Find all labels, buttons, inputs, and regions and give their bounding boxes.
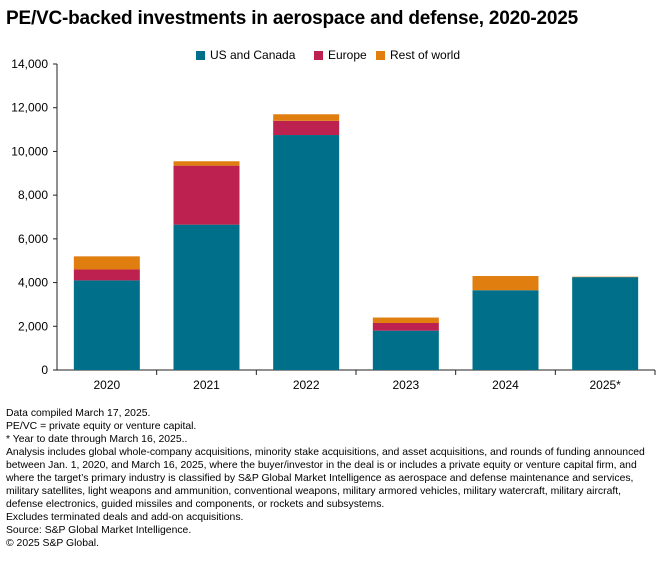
note-source: Source: S&P Global Market Intelligence. <box>6 525 192 536</box>
note-exclusions: Excludes terminated deals and add-on acq… <box>6 512 244 523</box>
y-tick-label: 8,000 <box>18 188 48 202</box>
y-tick-label: 14,000 <box>11 57 48 71</box>
chart-legend: US and Canada Europe Rest of world <box>0 48 660 64</box>
legend-label-europe: Europe <box>328 48 367 62</box>
y-tick-label: 12,000 <box>11 101 48 115</box>
bar-rest-of-world-2024 <box>472 276 539 291</box>
bar-us-canada-2020 <box>73 280 140 370</box>
bar-us-canada-2022 <box>273 135 340 370</box>
bar-europe-2020 <box>73 269 140 281</box>
legend-swatch-rest-of-world <box>376 50 385 60</box>
bar-europe-2021 <box>173 165 240 225</box>
bar-us-canada-2024 <box>472 290 539 370</box>
bar-rest-of-world-2023 <box>372 317 439 324</box>
note-copyright: © 2025 S&P Global. <box>6 538 99 549</box>
x-tick-label: 2023 <box>392 378 419 392</box>
x-tick-label: 2021 <box>193 378 220 392</box>
x-tick-label: 2022 <box>293 378 320 392</box>
bar-rest-of-world-2022 <box>273 114 340 121</box>
chart-notes: Data compiled March 17, 2025. PE/VC = pr… <box>6 407 654 550</box>
bar-us-canada-2021 <box>173 224 240 370</box>
note-date-compiled: Data compiled March 17, 2025. <box>6 408 151 419</box>
legend-label-us-canada: US and Canada <box>210 48 296 62</box>
x-tick-label: 2024 <box>492 378 519 392</box>
note-ytd: * Year to date through March 16, 2025.. <box>6 434 188 445</box>
y-tick-label: 4,000 <box>18 276 48 290</box>
y-tick-label: 10,000 <box>11 144 48 158</box>
note-analysis-scope: Analysis includes global whole-company a… <box>6 447 645 510</box>
legend-item-rest-of-world: Rest of world <box>376 48 460 62</box>
chart-title: PE/VC-backed investments in aerospace an… <box>6 8 578 29</box>
legend-swatch-europe <box>314 50 323 60</box>
bar-us-canada-2023 <box>372 330 439 370</box>
legend-item-europe: Europe <box>314 48 367 62</box>
y-tick-label: 6,000 <box>18 232 48 246</box>
bar-europe-2023 <box>372 323 439 331</box>
legend-item-us-canada: US and Canada <box>196 48 295 62</box>
note-pe-vc-definition: PE/VC = private equity or venture capita… <box>6 421 197 432</box>
x-tick-label: 2025* <box>589 378 621 392</box>
bar-europe-2022 <box>273 120 340 136</box>
legend-swatch-us-canada <box>196 50 205 60</box>
y-tick-label: 2,000 <box>18 319 48 333</box>
legend-label-rest-of-world: Rest of world <box>390 48 461 62</box>
x-tick-label: 2020 <box>93 378 120 392</box>
bar-us-canada-2025 <box>572 277 639 370</box>
bar-rest-of-world-2020 <box>73 256 140 270</box>
y-tick-label: 0 <box>41 363 48 377</box>
bar-rest-of-world-2021 <box>173 161 240 166</box>
stacked-bar-chart: 0 2,000 4,000 6,000 8,000 10,000 12,000 14,000 2… <box>11 57 656 392</box>
